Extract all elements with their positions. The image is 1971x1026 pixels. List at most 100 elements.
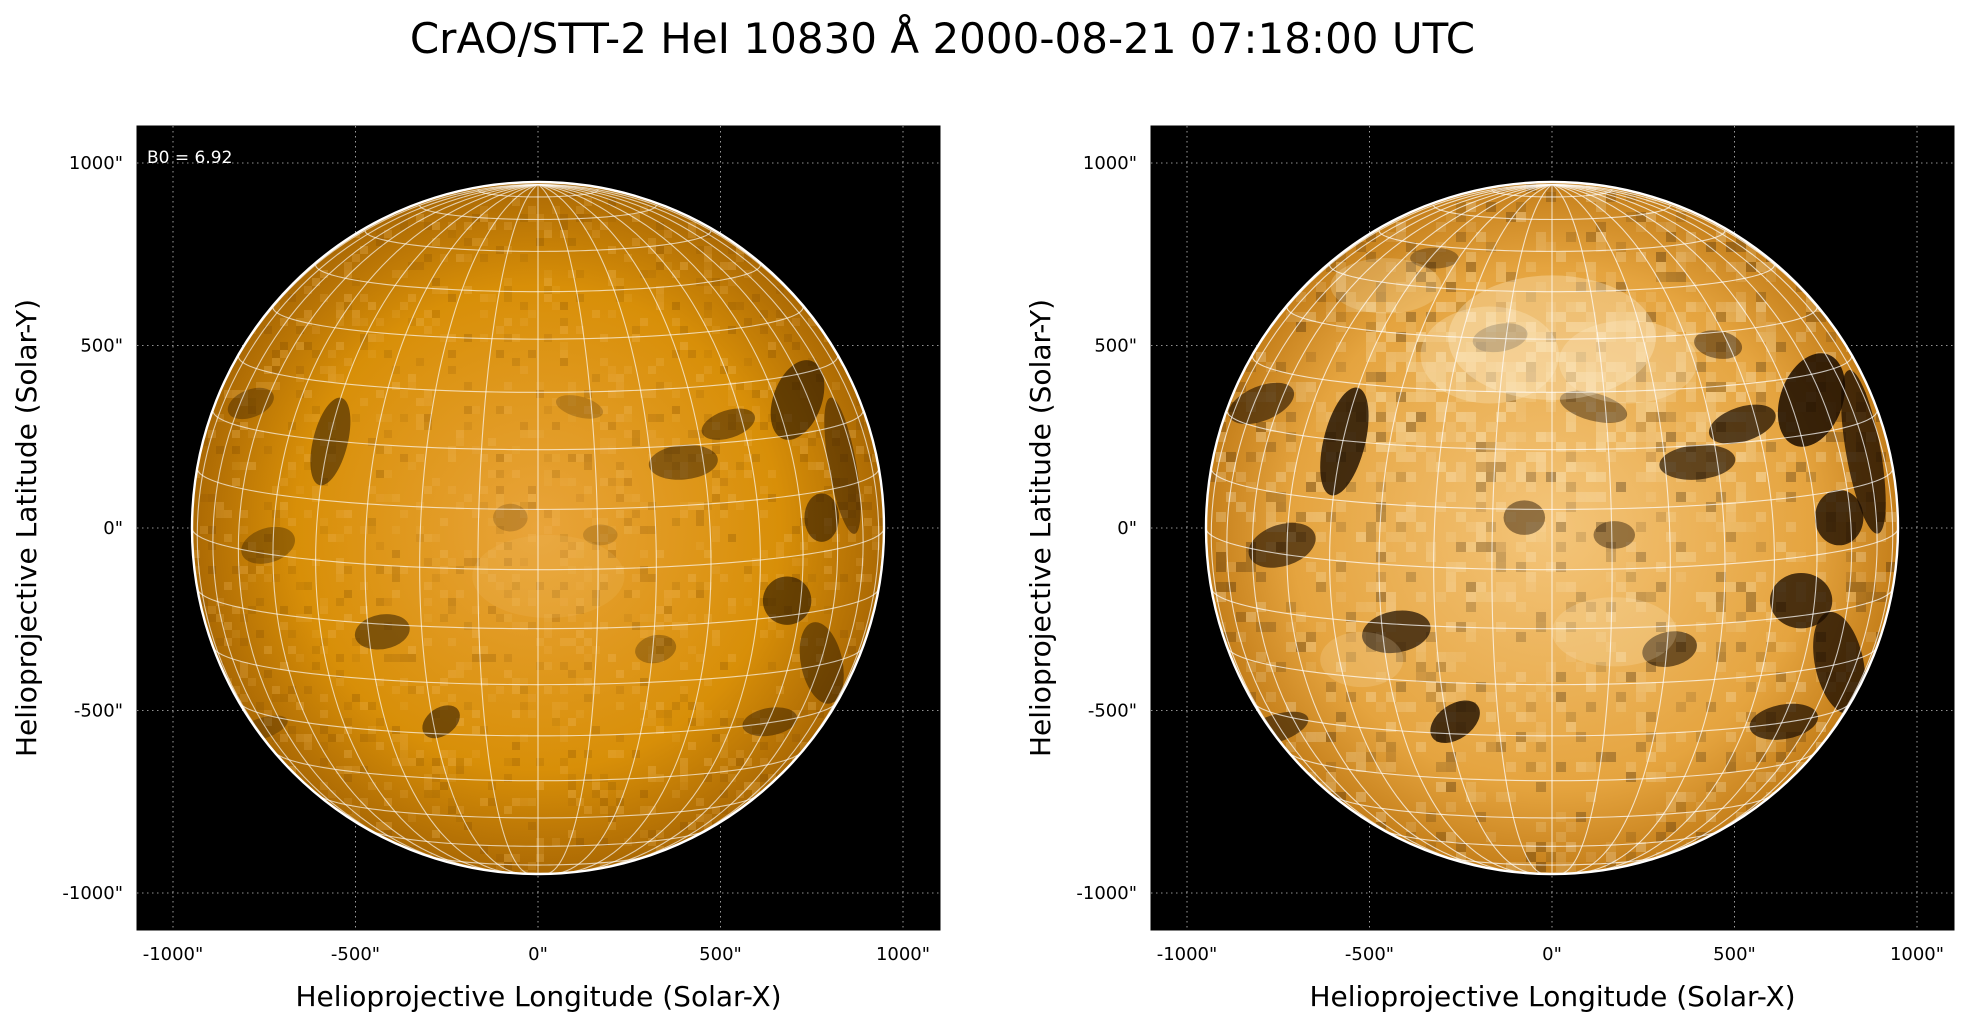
solar-texture-pixel <box>592 790 600 798</box>
solar-texture-pixel <box>1406 322 1416 332</box>
solar-texture-pixel <box>536 382 544 390</box>
solar-texture-pixel <box>1636 552 1646 562</box>
solar-texture-pixel <box>1526 842 1536 852</box>
solar-texture-pixel <box>480 294 488 302</box>
solar-texture-pixel <box>680 510 688 518</box>
solar-texture-pixel <box>504 382 512 390</box>
solar-texture-pixel <box>632 494 640 502</box>
solar-texture-pixel <box>1236 562 1246 572</box>
solar-texture-pixel <box>824 582 832 590</box>
solar-texture-pixel <box>1546 182 1556 192</box>
solar-texture-pixel <box>1696 622 1706 632</box>
solar-texture-pixel <box>1526 332 1536 342</box>
solar-texture-pixel <box>480 238 488 246</box>
solar-texture-pixel <box>640 790 648 798</box>
solar-texture-pixel <box>296 342 304 350</box>
solar-texture-pixel <box>1486 692 1496 702</box>
solar-texture-pixel <box>592 686 600 694</box>
left-panel: B0 = 6.92 -1000" -500" 0" 500" 1000" 100… <box>10 125 941 1013</box>
solar-texture-pixel <box>560 230 568 238</box>
solar-texture-pixel <box>1426 542 1436 552</box>
solar-texture-pixel <box>1616 312 1626 322</box>
solar-texture-pixel <box>288 550 296 558</box>
solar-texture-pixel <box>1816 542 1826 552</box>
solar-texture-pixel <box>1366 232 1376 242</box>
solar-texture-pixel <box>704 678 712 686</box>
solar-texture-pixel <box>448 446 456 454</box>
solar-texture-pixel <box>656 710 664 718</box>
solar-texture-pixel <box>1616 482 1626 492</box>
solar-texture-pixel <box>1386 552 1396 562</box>
solar-texture-pixel <box>1706 502 1716 512</box>
solar-texture-pixel <box>1436 652 1446 662</box>
solar-texture-pixel <box>1516 402 1526 412</box>
solar-texture-pixel <box>368 302 376 310</box>
solar-texture-pixel <box>1676 312 1686 322</box>
solar-texture-pixel <box>1496 292 1506 302</box>
solar-texture-pixel <box>704 446 712 454</box>
solar-texture-pixel <box>744 358 752 366</box>
solar-texture-pixel <box>1636 742 1646 752</box>
solar-texture-pixel <box>1866 582 1876 592</box>
solar-texture-pixel <box>344 766 352 774</box>
solar-texture-pixel <box>1736 642 1746 652</box>
solar-texture-pixel <box>1396 332 1406 342</box>
solar-texture-pixel <box>704 822 712 830</box>
solar-texture-pixel <box>1556 862 1566 872</box>
solar-texture-pixel <box>816 638 824 646</box>
solar-texture-pixel <box>1246 512 1256 522</box>
solar-texture-pixel <box>1526 572 1536 582</box>
solar-texture-pixel <box>664 606 672 614</box>
solar-texture-pixel <box>1276 492 1286 502</box>
solar-texture-pixel <box>312 414 320 422</box>
solar-texture-pixel <box>1396 422 1406 432</box>
solar-texture-pixel <box>440 750 448 758</box>
y-tick-label: 0" <box>103 518 123 539</box>
solar-texture-pixel <box>1536 342 1546 352</box>
solar-texture-pixel <box>608 814 616 822</box>
solar-texture-pixel <box>752 406 760 414</box>
solar-texture-pixel <box>616 374 624 382</box>
solar-texture-pixel <box>664 382 672 390</box>
solar-texture-pixel <box>1876 592 1886 602</box>
solar-texture-pixel <box>1596 472 1606 482</box>
solar-texture-pixel <box>552 422 560 430</box>
solar-texture-pixel <box>712 638 720 646</box>
solar-texture-pixel <box>272 350 280 358</box>
solar-texture-pixel <box>760 422 768 430</box>
solar-texture-pixel <box>1396 222 1406 232</box>
solar-texture-pixel <box>1406 502 1416 512</box>
solar-texture-pixel <box>1486 592 1496 602</box>
bright-plage <box>1330 258 1442 314</box>
solar-texture-pixel <box>264 366 272 374</box>
solar-texture-pixel <box>816 462 824 470</box>
solar-texture-pixel <box>528 590 536 598</box>
solar-texture-pixel <box>1506 362 1516 372</box>
solar-texture-pixel <box>1326 772 1336 782</box>
solar-texture-pixel <box>1426 312 1436 322</box>
solar-texture-pixel <box>576 630 584 638</box>
longitude-gridline <box>537 183 761 873</box>
solar-texture-pixel <box>1736 372 1746 382</box>
y-ticks-left: 1000" 500" 0" -500" -1000" <box>62 153 123 904</box>
solar-texture-pixel <box>288 726 296 734</box>
solar-texture-pixel <box>392 726 400 734</box>
solar-texture-pixel <box>544 334 552 342</box>
solar-texture-pixel <box>1716 312 1726 322</box>
solar-texture-pixel <box>808 574 816 582</box>
solar-texture-pixel <box>1666 762 1676 772</box>
solar-texture-pixel <box>816 654 824 662</box>
solar-texture-pixel <box>528 494 536 502</box>
solar-texture-pixel <box>760 390 768 398</box>
solar-texture-pixel <box>688 614 696 622</box>
solar-texture-pixel <box>1466 792 1476 802</box>
solar-texture-pixel <box>1486 242 1496 252</box>
solar-texture-pixel <box>536 758 544 766</box>
solar-texture-pixel <box>1456 232 1466 242</box>
solar-texture-pixel <box>1486 362 1496 372</box>
solar-texture-pixel <box>1756 382 1766 392</box>
solar-texture-pixel <box>1486 712 1496 722</box>
solar-texture-pixel <box>1726 582 1736 592</box>
solar-texture-pixel <box>216 510 224 518</box>
solar-texture-pixel <box>1316 572 1326 582</box>
